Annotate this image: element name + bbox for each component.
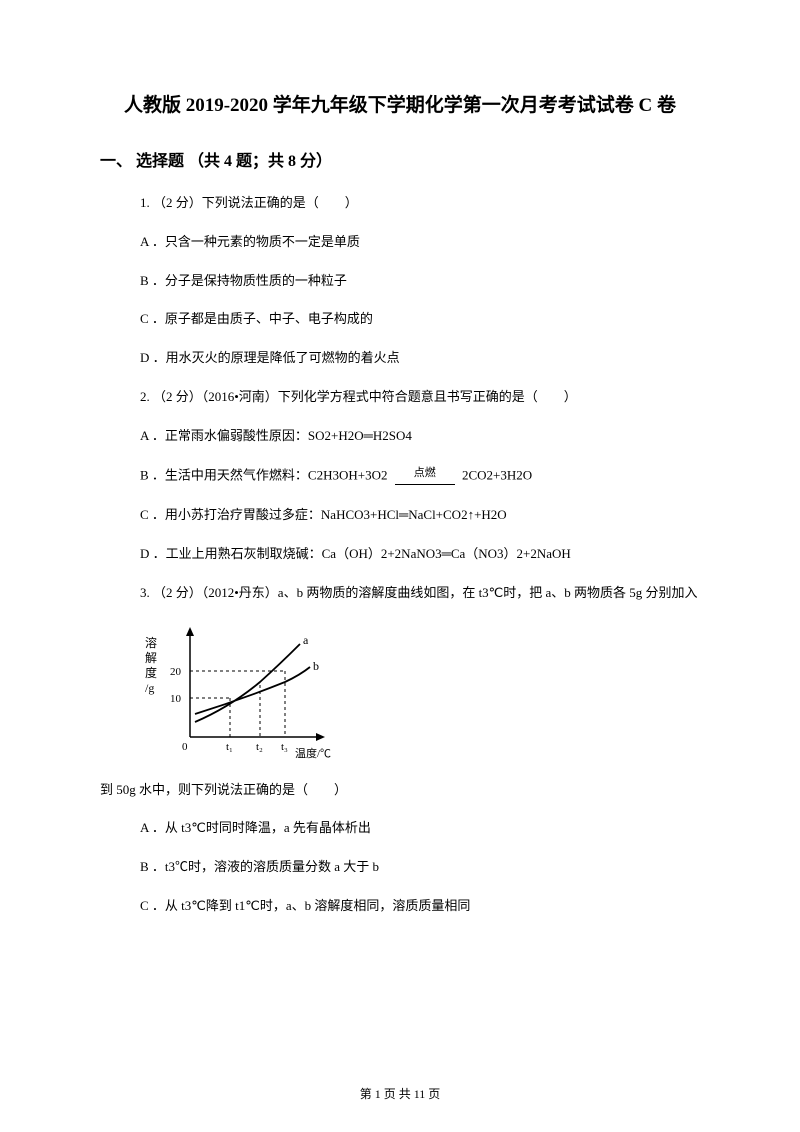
q3-stem: 3. （2 分）（2012•丹东）a、b 两物质的溶解度曲线如图，在 t3℃时，… xyxy=(100,583,700,604)
q2-stem: 2. （2 分）（2016•河南）下列化学方程式中符合题意且书写正确的是（ ） xyxy=(100,387,700,408)
q2-option-b: B ．生活中用天然气作燃料：C2H3OH+3O2 点燃 2CO2+3H2O xyxy=(100,465,700,488)
solubility-chart: 0 溶 解 度 /g 10 20 a b xyxy=(140,622,340,762)
chart-ylabel-4: /g xyxy=(145,681,154,695)
chart-ylabel-1: 溶 xyxy=(145,635,157,650)
section-header: 一、 选择题 （共 4 题；共 8 分） xyxy=(100,147,700,171)
q1-option-a: A ．只含一种元素的物质不一定是单质 xyxy=(100,232,700,253)
chart-ylabel-3: 度 xyxy=(145,665,157,680)
q1-stem: 1. （2 分）下列说法正确的是（ ） xyxy=(100,193,700,214)
q1-option-c: C ．原子都是由质子、中子、电子构成的 xyxy=(100,309,700,330)
q2-option-a: A ．正常雨水偏弱酸性原因：SO2+H2O═H2SO4 xyxy=(100,426,700,447)
footer-suffix: 页 xyxy=(425,1087,440,1101)
exam-title: 人教版 2019-2020 学年九年级下学期化学第一次月考考试试卷 C 卷 xyxy=(100,90,700,117)
chart-xtick-t3: t₃ xyxy=(281,741,288,753)
q1-option-b: B ．分子是保持物质性质的一种粒子 xyxy=(100,271,700,292)
chart-ytick-20: 20 xyxy=(170,666,182,678)
footer-mid: 页 共 xyxy=(381,1087,414,1101)
reaction-condition-text: 点燃 xyxy=(395,465,455,486)
chart-xtick-t1: t₁ xyxy=(226,741,233,753)
q3-option-a: A ．从 t3℃时同时降温，a 先有晶体析出 xyxy=(100,818,700,839)
chart-ytick-10: 10 xyxy=(170,693,182,705)
page-footer: 第 1 页 共 11 页 xyxy=(0,1085,800,1102)
q3-stem-after: 到 50g 水中，则下列说法正确的是（ ） xyxy=(100,780,700,801)
footer-total: 11 xyxy=(414,1087,426,1101)
chart-series-a: a xyxy=(303,633,309,647)
footer-prefix: 第 xyxy=(360,1087,375,1101)
chart-xlabel: 温度/℃ xyxy=(295,746,331,760)
chart-xtick-t2: t₂ xyxy=(256,741,263,753)
q2-b-pre: B ．生活中用天然气作燃料：C2H3OH+3O2 xyxy=(140,467,387,482)
q2-b-post: 2CO2+3H2O xyxy=(462,467,532,482)
q3-option-b: B ．t3℃时，溶液的溶质质量分数 a 大于 b xyxy=(100,857,700,878)
chart-series-b: b xyxy=(313,659,319,673)
q3-figure-row: 0 溶 解 度 /g 10 20 a b xyxy=(100,622,700,762)
q1-option-d: D ．用水灭火的原理是降低了可燃物的着火点 xyxy=(100,348,700,369)
q3-option-c: C ．从 t3℃降到 t1℃时，a、b 溶解度相同，溶质质量相同 xyxy=(100,896,700,917)
q2-option-c: C ．用小苏打治疗胃酸过多症：NaHCO3+HCl═NaCl+CO2↑+H2O xyxy=(100,505,700,526)
chart-ylabel-2: 解 xyxy=(145,651,157,665)
q2-option-d: D ．工业上用熟石灰制取烧碱：Ca（OH）2+2NaNO3═Ca（NO3）2+2… xyxy=(100,544,700,565)
reaction-condition: 点燃 xyxy=(395,465,455,488)
chart-origin: 0 xyxy=(182,741,188,753)
